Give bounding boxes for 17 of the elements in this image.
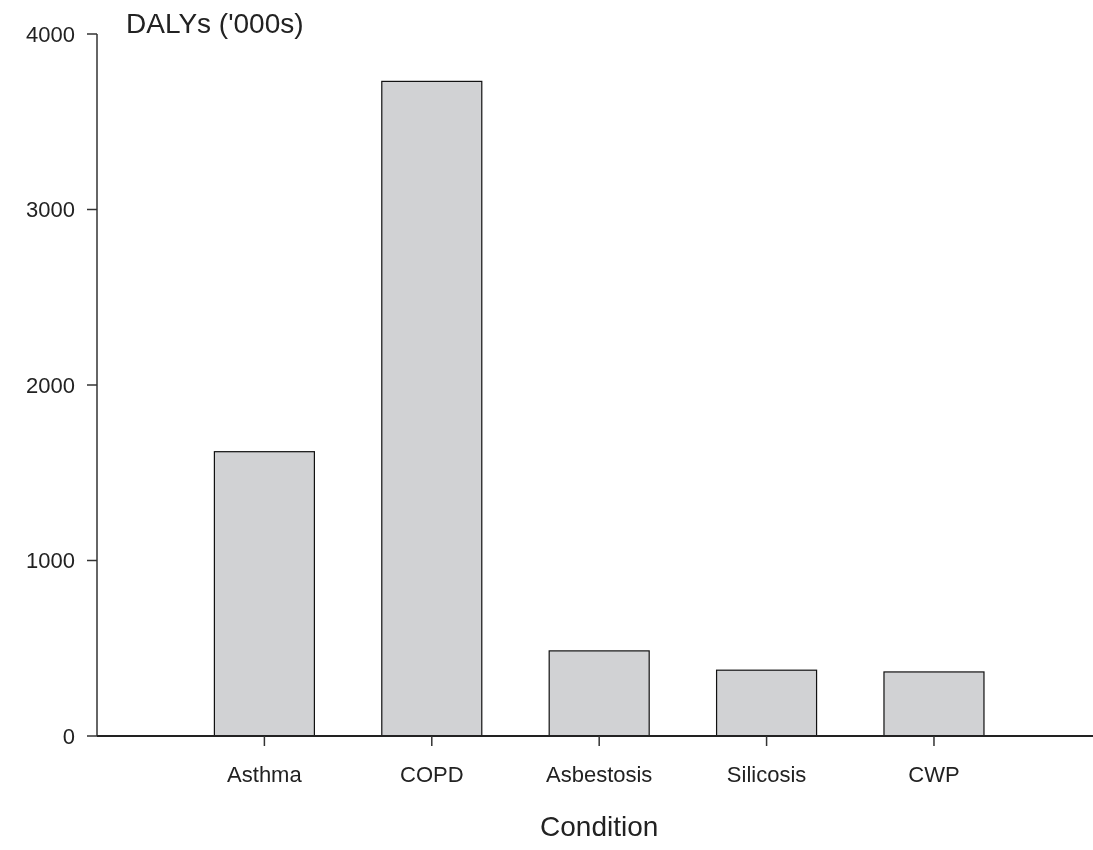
x-axis-title: Condition (540, 811, 659, 842)
x-tick-label: Asthma (227, 762, 303, 787)
y-tick-label: 0 (62, 723, 75, 749)
x-tick-label: COPD (400, 762, 464, 787)
y-tick-label: 4000 (26, 21, 75, 47)
bar (381, 80, 483, 737)
bar (213, 451, 315, 737)
x-tick-label: Silicosis (726, 762, 807, 787)
x-tick-label: CWP (908, 762, 960, 787)
bar (883, 671, 985, 737)
bar (715, 669, 818, 737)
bar (548, 650, 650, 737)
y-axis-title: DALYs ('000s) (126, 8, 304, 39)
x-tick-label: Asbestosis (545, 762, 653, 787)
y-tick-label: 3000 (26, 197, 75, 223)
y-tick-label: 1000 (26, 548, 75, 574)
y-tick-label: 2000 (26, 372, 75, 398)
